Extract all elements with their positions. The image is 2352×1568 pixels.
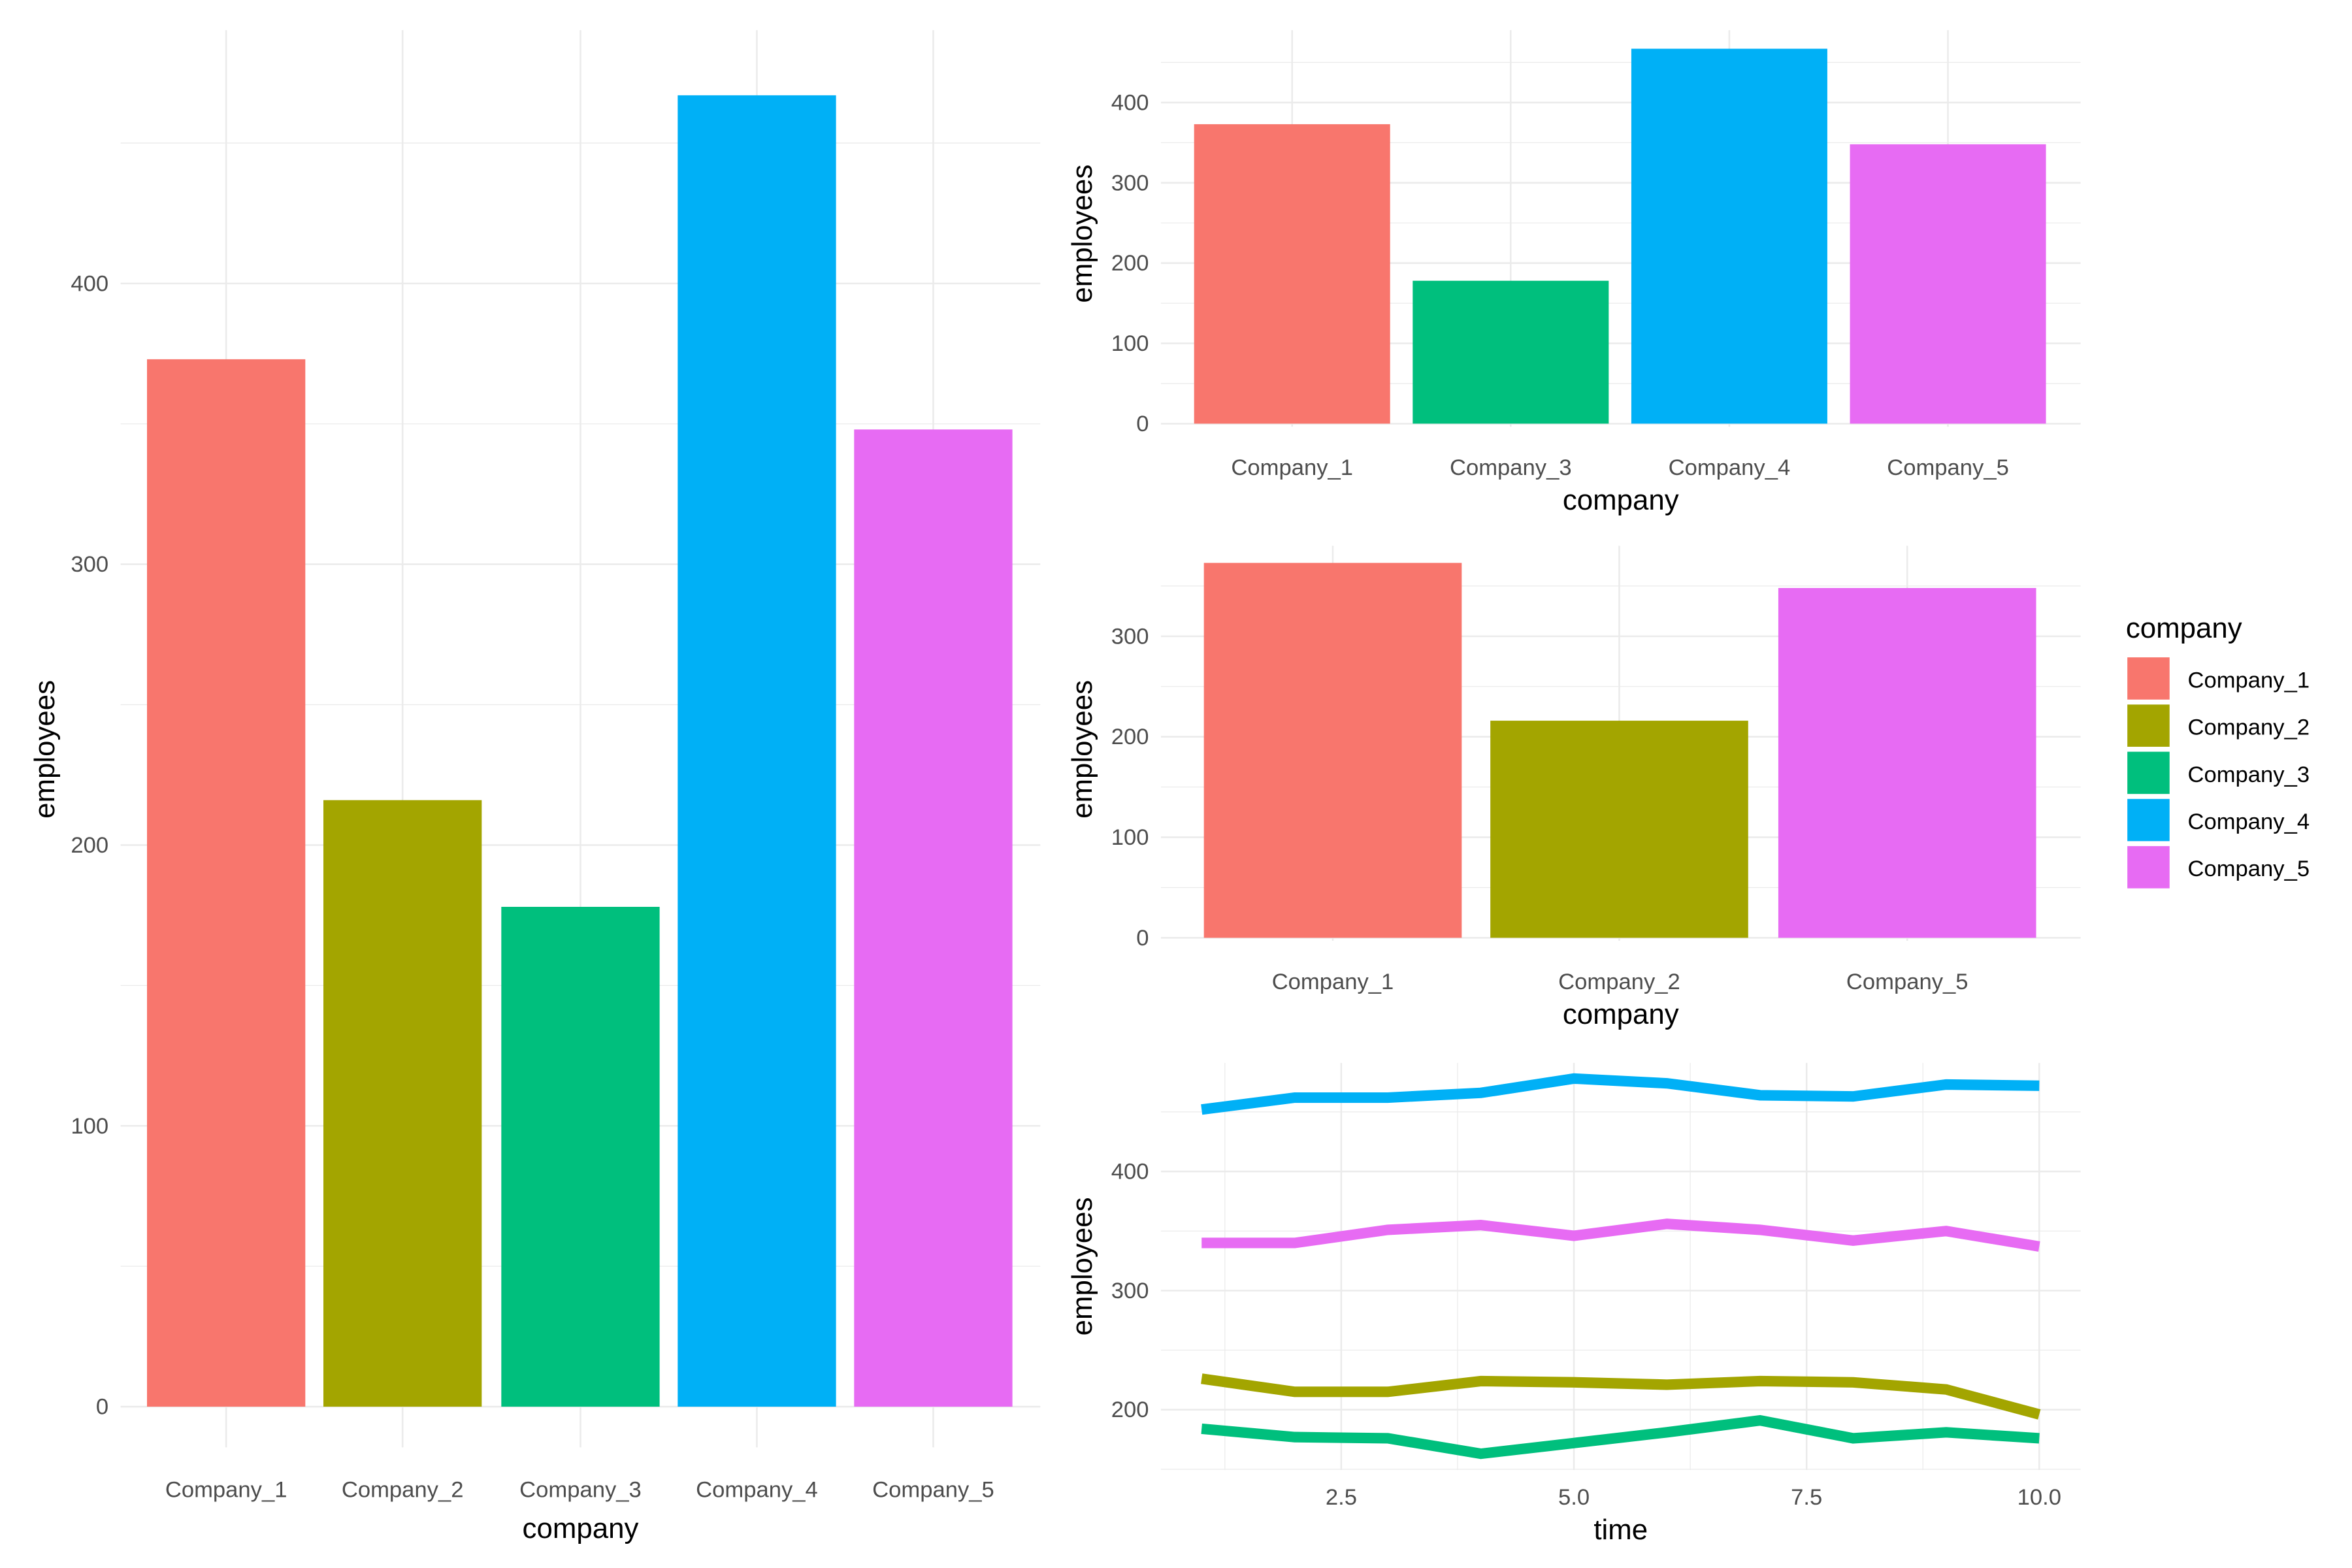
legend-swatch-company-5 <box>2127 846 2170 889</box>
bar-company-1 <box>147 359 306 1407</box>
y-tick-label: 100 <box>71 1114 108 1139</box>
y-tick-label: 300 <box>1111 1279 1149 1303</box>
x-tick-label: Company_2 <box>342 1478 464 1503</box>
y-tick-label: 200 <box>1111 1397 1149 1422</box>
bar-company-4 <box>678 95 836 1407</box>
legend: company Company_1 Company_2 Company_3 Compa… <box>2126 612 2310 889</box>
x-tick-label: Company_1 <box>165 1478 287 1503</box>
chart-all-companies-bar: 0 100 200 300 400 Company_1 Company_2 Company_3… <box>29 30 1041 1544</box>
x-tick-label: Company_1 <box>1272 970 1394 994</box>
y-tick-label: 0 <box>1136 412 1149 436</box>
legend-swatch-company-1 <box>2127 657 2170 700</box>
line-company-4 <box>1201 1073 2040 1115</box>
legend-item: Company_5 <box>2127 846 2310 889</box>
bar-company-1 <box>1203 563 1462 938</box>
y-tick-label: 400 <box>71 271 108 296</box>
x-tick-label: Company_5 <box>1846 970 1968 994</box>
line-company-3 <box>1201 1414 2040 1460</box>
x-tick-label: Company_1 <box>1231 455 1353 480</box>
y-tick-label: 200 <box>1111 725 1149 749</box>
y-axis-title: employees <box>1066 1197 1098 1335</box>
legend-swatch-company-4 <box>2127 798 2170 841</box>
chart-employees-over-time-line: 200 300 400 2.5 5.0 7.5 10.0 time employees <box>1066 1062 2081 1546</box>
y-tick-label: 0 <box>1136 926 1149 951</box>
bar-company-2 <box>1490 721 1748 938</box>
x-tick-label: Company_3 <box>1450 455 1572 480</box>
legend-swatch-company-3 <box>2127 751 2170 794</box>
x-tick-label: 10.0 <box>2017 1485 2061 1510</box>
y-tick-label: 200 <box>71 833 108 858</box>
bar-company-5 <box>1778 588 2036 938</box>
x-tick-label: Company_5 <box>872 1478 994 1503</box>
y-axis-title: employees <box>29 680 61 819</box>
legend-label: Company_2 <box>2187 715 2310 740</box>
bar-company-3 <box>1413 280 1609 424</box>
legend-item: Company_1 <box>2127 657 2310 700</box>
x-tick-label: 2.5 <box>1326 1485 1357 1510</box>
bar-company-4 <box>1631 48 1827 424</box>
bar-company-2 <box>323 800 482 1407</box>
y-axis-title: employees <box>1066 165 1098 303</box>
chart-subset-bar-middle: 0 100 200 300 Company_1 Company_2 Company_5com… <box>1066 546 2081 1030</box>
bar-company-3 <box>501 907 660 1407</box>
bar-company-5 <box>1850 144 2046 424</box>
x-tick-label: Company_4 <box>1669 455 1791 480</box>
legend-label: Company_5 <box>2187 857 2310 881</box>
y-axis-title: employees <box>1066 680 1098 819</box>
y-tick-label: 300 <box>1111 624 1149 649</box>
x-tick-label: 7.5 <box>1791 1485 1822 1510</box>
x-axis-title: company <box>1563 484 1679 516</box>
x-tick-label: 5.0 <box>1558 1485 1590 1510</box>
legend-label: Company_1 <box>2187 668 2310 693</box>
x-axis-title: time <box>1593 1514 1648 1546</box>
chart-subset-bar-top: 0 100 200 300 400 Company_1 Company_3 Company_4… <box>1066 30 2081 516</box>
y-tick-label: 100 <box>1111 331 1149 356</box>
x-axis-title: company <box>1563 998 1679 1030</box>
x-tick-label: Company_3 <box>519 1478 642 1503</box>
y-tick-label: 300 <box>71 552 108 577</box>
bar-company-1 <box>1194 124 1390 424</box>
y-tick-label: 300 <box>1111 171 1149 195</box>
x-tick-label: Company_5 <box>1887 455 2009 480</box>
legend-item: Company_4 <box>2127 798 2310 841</box>
y-tick-label: 400 <box>1111 90 1149 115</box>
legend-label: Company_3 <box>2187 762 2310 787</box>
legend-title: company <box>2126 612 2242 644</box>
bar-company-5 <box>854 429 1013 1407</box>
line-company-2 <box>1201 1373 2041 1420</box>
y-tick-label: 100 <box>1111 825 1149 850</box>
y-tick-label: 400 <box>1111 1160 1149 1184</box>
gridlines <box>1160 1062 2081 1470</box>
x-axis-title: company <box>523 1512 639 1544</box>
x-tick-label: Company_2 <box>1558 970 1680 994</box>
line-company-5 <box>1201 1218 2040 1252</box>
x-tick-label: Company_4 <box>696 1478 818 1503</box>
legend-label: Company_4 <box>2187 809 2310 834</box>
legend-swatch-company-2 <box>2127 704 2170 747</box>
legend-item: Company_2 <box>2127 704 2310 747</box>
legend-item: Company_3 <box>2127 751 2310 794</box>
y-tick-label: 0 <box>96 1395 108 1420</box>
y-tick-label: 200 <box>1111 251 1149 276</box>
